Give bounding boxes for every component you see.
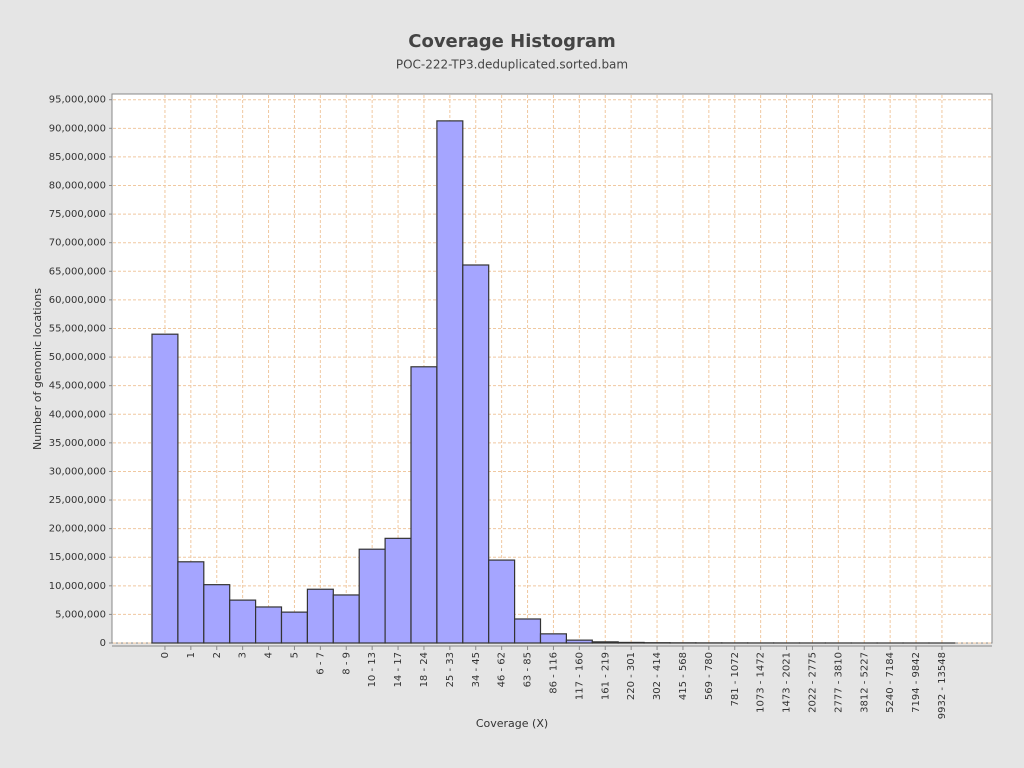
x-tick-label: 5: [289, 652, 300, 658]
y-tick-label: 40,000,000: [49, 409, 106, 420]
bar: [177, 561, 205, 644]
x-tick-label: 10 - 13: [367, 652, 378, 687]
x-tick-label: 25 - 33: [445, 652, 456, 687]
y-tick-label: 90,000,000: [49, 123, 106, 134]
bar: [436, 120, 464, 644]
y-tick-label: 85,000,000: [49, 152, 106, 163]
x-tick-label: 1073 - 1472: [756, 652, 767, 713]
y-tick-label: 10,000,000: [49, 581, 106, 592]
y-tick-label: 5,000,000: [55, 609, 106, 620]
x-tick-label: 0: [160, 652, 171, 658]
bar: [591, 641, 619, 644]
chart-subtitle: POC-222-TP3.deduplicated.sorted.bam: [396, 58, 628, 72]
bar: [203, 584, 231, 644]
bar: [332, 594, 360, 644]
y-tick-label: 30,000,000: [49, 466, 106, 477]
x-tick-label: 161 - 219: [600, 652, 611, 700]
bar: [358, 548, 386, 644]
y-tick-label: 20,000,000: [49, 524, 106, 535]
x-tick-label: 415 - 568: [678, 652, 689, 700]
plot-area: [111, 93, 993, 644]
x-tick-label: 14 - 17: [393, 652, 404, 687]
x-tick-label: 569 - 780: [704, 652, 715, 700]
bar: [306, 588, 334, 644]
bar: [488, 559, 516, 644]
bar: [462, 264, 490, 644]
bar: [280, 611, 308, 644]
y-tick-label: 70,000,000: [49, 238, 106, 249]
y-tick-label: 50,000,000: [49, 352, 106, 363]
y-tick-label: 35,000,000: [49, 438, 106, 449]
x-tick-label: 4: [264, 652, 275, 658]
y-tick-label: 15,000,000: [49, 552, 106, 563]
x-tick-label: 1: [186, 652, 197, 658]
chart-title: Coverage Histogram: [408, 31, 615, 52]
x-tick-label: 220 - 301: [626, 652, 637, 700]
y-tick-label: 0: [100, 638, 106, 649]
y-tick-label: 25,000,000: [49, 495, 106, 506]
x-tick-label: 5240 - 7184: [885, 652, 896, 713]
x-axis-title: Coverage (X): [476, 717, 548, 730]
bar: [384, 537, 412, 644]
y-tick-label: 75,000,000: [49, 209, 106, 220]
y-tick-label: 55,000,000: [49, 323, 106, 334]
bar: [255, 606, 283, 644]
bar: [565, 639, 593, 644]
x-tick-label: 86 - 116: [548, 652, 559, 694]
x-tick-label: 2: [212, 652, 223, 658]
y-tick-label: 65,000,000: [49, 266, 106, 277]
x-tick-label: 781 - 1072: [730, 652, 741, 707]
x-tick-label: 2022 - 2775: [807, 652, 818, 713]
x-tick-label: 1473 - 2021: [782, 652, 793, 713]
bar: [229, 599, 257, 644]
bar: [513, 618, 542, 644]
y-axis-title: Number of genomic locations: [31, 288, 44, 450]
x-tick-label: 18 - 24: [419, 652, 430, 687]
x-tick-label: 46 - 62: [497, 652, 508, 687]
x-tick-label: 3: [238, 652, 249, 658]
bar: [151, 333, 179, 644]
bar: [539, 633, 567, 644]
x-tick-label: 3812 - 5227: [859, 652, 870, 713]
y-tick-label: 45,000,000: [49, 381, 106, 392]
x-tick-label: 117 - 160: [574, 652, 585, 700]
x-tick-label: 63 - 85: [523, 652, 534, 687]
y-tick-label: 95,000,000: [49, 95, 106, 106]
bar: [410, 366, 438, 644]
y-tick-label: 60,000,000: [49, 295, 106, 306]
x-tick-label: 7194 - 9842: [911, 652, 922, 713]
x-tick-label: 302 - 414: [652, 652, 663, 700]
x-tick-label: 6 - 7: [315, 652, 326, 675]
x-tick-label: 8 - 9: [341, 652, 352, 675]
y-tick-label: 80,000,000: [49, 181, 106, 192]
x-tick-label: 2777 - 3810: [833, 652, 844, 713]
x-tick-label: 9932 - 13548: [937, 652, 948, 719]
x-tick-label: 34 - 45: [471, 652, 482, 687]
bar: [617, 641, 645, 644]
